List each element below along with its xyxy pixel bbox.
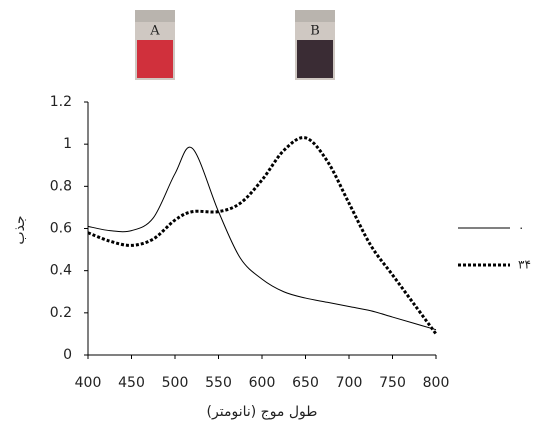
- vial-liquid: [297, 40, 333, 78]
- y-axis-label: جذب: [12, 215, 28, 244]
- vial-liquid: [137, 40, 173, 78]
- vial-label: B: [310, 24, 320, 39]
- x-tick-label: 700: [336, 375, 363, 391]
- y-tick-label: 0.6: [50, 221, 72, 237]
- legend-label: ۳۴: [518, 258, 531, 272]
- x-tick-label: 550: [205, 375, 232, 391]
- series-line: [87, 146, 437, 331]
- x-tick-label: 750: [379, 375, 406, 391]
- vial-cap: [135, 10, 175, 24]
- x-axis-label: طول موج (نانومتر): [207, 404, 318, 420]
- vial-cap: [295, 10, 335, 24]
- x-tick-label: 600: [249, 375, 276, 391]
- y-tick-label: 0.8: [50, 178, 72, 194]
- y-tick-label: 0: [63, 347, 72, 363]
- y-tick-label: 1.2: [50, 94, 72, 110]
- series-line: [87, 136, 438, 335]
- x-tick-label: 450: [118, 375, 145, 391]
- y-tick-label: 0.4: [50, 263, 72, 279]
- x-tick-label: 650: [292, 375, 319, 391]
- x-tick-label: 800: [423, 375, 450, 391]
- x-tick-label: 400: [75, 375, 102, 391]
- y-tick-label: 1: [63, 136, 72, 152]
- y-tick-label: 0.2: [50, 305, 72, 321]
- vial-label: A: [149, 24, 160, 39]
- legend-label: ۰: [518, 221, 524, 235]
- x-tick-label: 500: [162, 375, 189, 391]
